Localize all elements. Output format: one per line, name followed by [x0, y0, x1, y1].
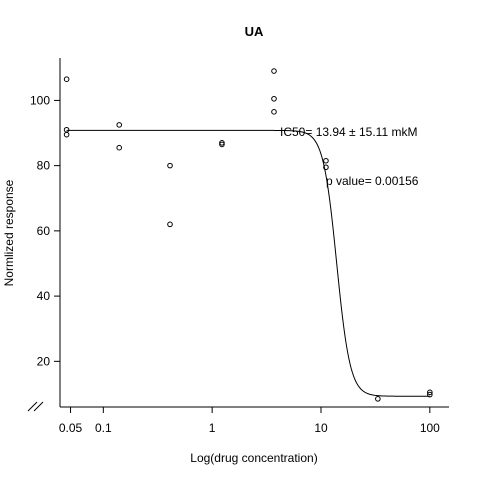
- data-point: [63, 126, 70, 133]
- chart-title: UA: [245, 24, 264, 39]
- y-tick-label: 20: [37, 354, 51, 368]
- data-point: [375, 396, 381, 402]
- data-point: [271, 109, 277, 115]
- axis-break-mark-1: [27, 401, 38, 412]
- data-point: [116, 122, 123, 128]
- x-tick-label: 10: [314, 421, 328, 435]
- x-tick-label: 0.1: [95, 421, 112, 435]
- y-tick-label: 60: [37, 224, 51, 238]
- y-axis-label: Normlized response: [2, 179, 16, 286]
- data-point: [427, 391, 433, 398]
- data-point: [427, 389, 433, 396]
- y-tick-label: 40: [37, 289, 51, 303]
- data-point: [63, 76, 70, 83]
- x-ticks: 0.05 0.1 1 10 100: [59, 407, 440, 435]
- x-axis-label: Log(drug concentration): [190, 451, 317, 465]
- data-point: [271, 95, 277, 102]
- axis-break-mark-2: [33, 401, 44, 412]
- y-ticks: 20 40 60 80 100: [30, 93, 60, 368]
- x-tick-label: 1: [209, 421, 216, 435]
- x-tick-label: 0.05: [59, 421, 83, 435]
- axes: [27, 58, 449, 412]
- data-point: [323, 164, 329, 171]
- data-point: [219, 141, 225, 148]
- data-points: [63, 68, 433, 402]
- data-point: [63, 131, 70, 138]
- data-point: [167, 221, 173, 228]
- data-point: [167, 162, 173, 169]
- data-point: [116, 144, 123, 151]
- pvalue-annotation: p value= 0.00156: [326, 174, 419, 188]
- y-tick-label: 80: [37, 159, 51, 173]
- x-tick-label: 100: [420, 421, 440, 435]
- data-point: [323, 157, 329, 164]
- ic50-annotation: IC50= 13.94 ± 15.11 mkM: [280, 125, 417, 139]
- data-point: [219, 140, 225, 146]
- y-tick-label: 100: [30, 93, 50, 107]
- data-point: [271, 68, 277, 74]
- fit-curve-group: [66, 129, 430, 397]
- fit-curve: [66, 129, 430, 397]
